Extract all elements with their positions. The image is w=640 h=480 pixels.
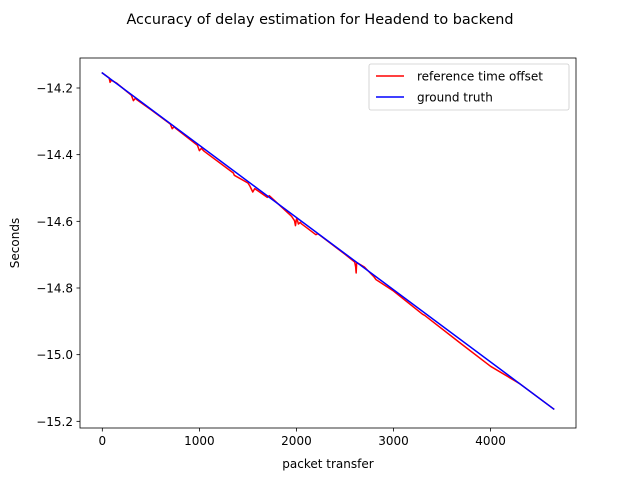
x-tick-label: 2000 [281, 434, 312, 448]
series-line-1 [101, 71, 555, 411]
plot-frame [79, 57, 577, 429]
series-layer [101, 71, 555, 411]
x-tick-label: 0 [99, 434, 107, 448]
y-tick-label: −15.2 [36, 415, 73, 429]
legend-label: reference time offset [417, 70, 543, 84]
chart-title: Accuracy of delay estimation for Headend… [126, 12, 513, 28]
y-tick-label: −14.8 [36, 282, 73, 296]
y-tick-label: −14.2 [36, 82, 73, 96]
x-tick-label: 1000 [184, 434, 215, 448]
legend-label: ground truth [417, 91, 493, 105]
x-tick-label: 4000 [475, 434, 506, 448]
y-tick-label: −14.6 [36, 215, 73, 229]
x-tick-label: 3000 [378, 434, 409, 448]
y-tick-label: −14.4 [36, 148, 73, 162]
y-tick-label: −15.0 [36, 348, 73, 362]
y-axis-label: Seconds [8, 218, 22, 268]
legend: reference time offset ground truth [368, 63, 570, 111]
plot-background [80, 58, 576, 428]
x-axis: 0 1000 2000 3000 4000 [99, 428, 506, 448]
plot-area [79, 57, 577, 429]
y-axis: −14.2 −14.4 −14.6 −14.8 −15.0 −15.2 [36, 82, 80, 429]
x-axis-label: packet transfer [282, 457, 373, 471]
legend-frame [368, 63, 570, 111]
